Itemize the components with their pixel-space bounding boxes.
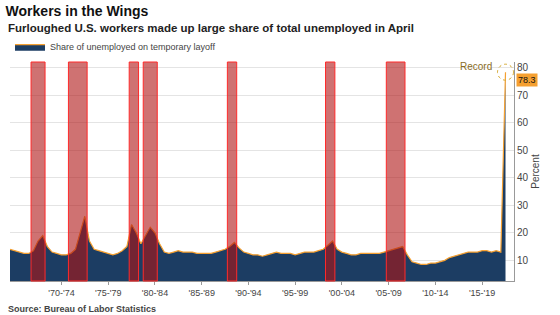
svg-text:'90-'94: '90-'94 bbox=[235, 288, 261, 298]
svg-text:20: 20 bbox=[517, 227, 529, 238]
svg-text:78.3: 78.3 bbox=[518, 75, 536, 85]
svg-text:Furloughed U.S. workers made u: Furloughed U.S. workers made up large sh… bbox=[8, 22, 414, 34]
svg-text:'10-'14: '10-'14 bbox=[422, 288, 448, 298]
svg-text:80: 80 bbox=[517, 62, 529, 73]
svg-text:50: 50 bbox=[517, 145, 529, 156]
svg-text:'75-'79: '75-'79 bbox=[95, 288, 121, 298]
svg-text:'00-'04: '00-'04 bbox=[329, 288, 355, 298]
svg-text:'80-'84: '80-'84 bbox=[142, 288, 168, 298]
svg-text:Share of unemployed on tempora: Share of unemployed on temporary layoff bbox=[50, 42, 215, 52]
svg-text:'85-'89: '85-'89 bbox=[188, 288, 214, 298]
svg-text:Record: Record bbox=[460, 61, 492, 72]
svg-text:'95-'99: '95-'99 bbox=[282, 288, 308, 298]
svg-text:Percent: Percent bbox=[530, 154, 541, 189]
svg-text:Source: Bureau of Labor Statis: Source: Bureau of Labor Statistics bbox=[8, 304, 156, 314]
svg-text:'05-'09: '05-'09 bbox=[375, 288, 401, 298]
svg-text:60: 60 bbox=[517, 117, 529, 128]
svg-text:40: 40 bbox=[517, 172, 529, 183]
svg-text:70: 70 bbox=[517, 90, 529, 101]
svg-text:30: 30 bbox=[517, 200, 529, 211]
svg-text:'15-'19: '15-'19 bbox=[469, 288, 495, 298]
svg-text:'70-'74: '70-'74 bbox=[48, 288, 74, 298]
svg-text:Workers in the Wings: Workers in the Wings bbox=[6, 3, 149, 19]
svg-text:10: 10 bbox=[517, 255, 529, 266]
